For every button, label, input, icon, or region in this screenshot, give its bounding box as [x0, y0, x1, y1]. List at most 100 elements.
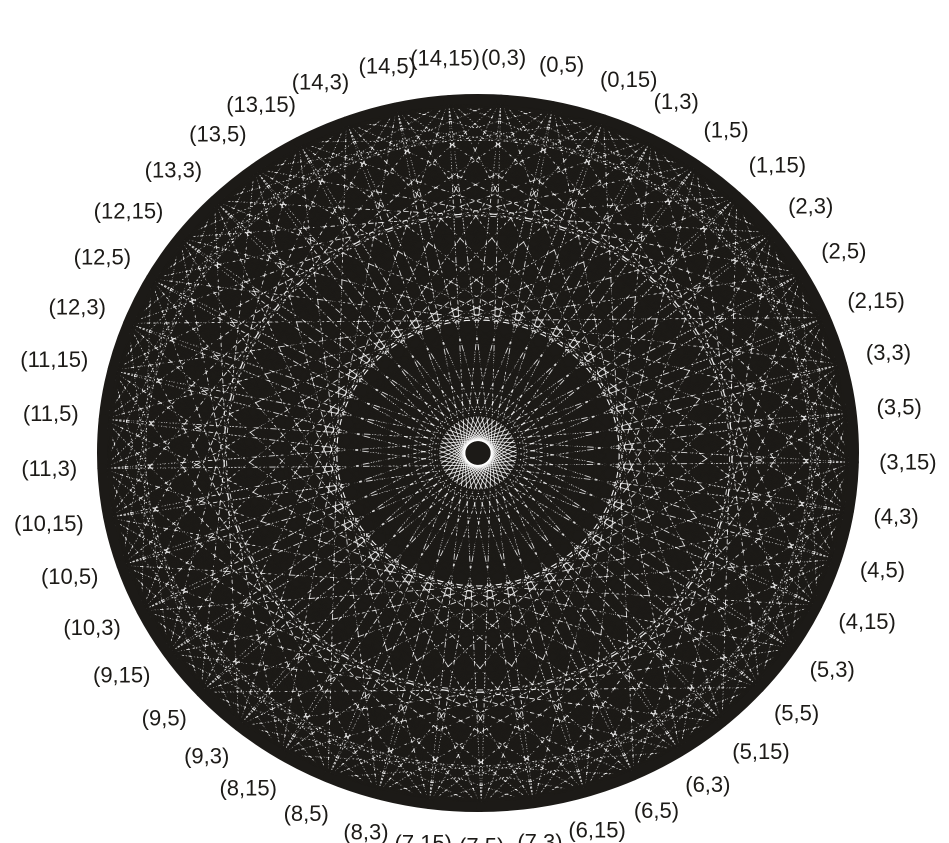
graph-node [163, 648, 174, 659]
edge [167, 164, 697, 654]
edge [214, 199, 826, 319]
edge-gap [141, 610, 681, 752]
node-label: (1,15) [749, 153, 806, 178]
edge [254, 167, 852, 414]
node-label: (2,3) [788, 193, 833, 218]
edge [254, 105, 554, 169]
edge [102, 316, 826, 469]
node-label: (1,3) [654, 89, 699, 114]
edge [396, 107, 761, 688]
edge-gap [633, 273, 803, 776]
graph-node [528, 798, 539, 809]
edge-gap [179, 237, 282, 755]
node-label: (4,15) [838, 609, 895, 634]
edge [448, 99, 826, 319]
edge [396, 106, 826, 319]
graph-node [341, 116, 352, 127]
node-label: (14,15) [410, 46, 480, 71]
edge-gap [167, 141, 300, 654]
graph-node [323, 772, 334, 783]
node-label: (10,5) [41, 564, 98, 589]
edge [345, 121, 792, 649]
edge-gap [150, 278, 329, 778]
edge [254, 168, 818, 606]
edge-gap [200, 687, 760, 693]
edge-gap [107, 99, 449, 518]
edge [298, 141, 818, 606]
edge-gap [150, 164, 697, 280]
graph-node [98, 414, 109, 425]
graph-node [796, 268, 807, 279]
graph-node [820, 312, 831, 323]
node-label: (13,3) [145, 157, 202, 182]
edge [179, 237, 837, 560]
edges [100, 98, 856, 809]
graph-node [391, 102, 402, 113]
edge-gap [121, 564, 635, 776]
node-label: (10,3) [63, 615, 120, 640]
edge-gap [448, 99, 855, 463]
node-label: (6,5) [634, 798, 679, 823]
edge [396, 107, 681, 752]
edge [448, 99, 697, 166]
graph-node [372, 789, 383, 800]
node-label: (13,15) [226, 92, 296, 117]
edge [447, 99, 681, 752]
edge-gap [103, 418, 482, 808]
graph-node [107, 365, 118, 376]
graph-node [443, 95, 454, 106]
edge-gap [533, 364, 843, 804]
node-label: (11,15) [20, 347, 88, 372]
edge [298, 141, 761, 688]
graph-node [848, 457, 859, 468]
edge-gap [500, 99, 850, 512]
edge [447, 99, 723, 723]
labels-layer: (0,3) (0,5) (0,15)(1,3)(1,5)(1,15) (2,3) (2,… [14, 45, 937, 843]
node-label: (8,3) [343, 819, 388, 843]
edge [396, 106, 697, 166]
graph-node [598, 114, 609, 125]
edge-gap [679, 232, 773, 752]
node-label: (7,5) [459, 834, 504, 843]
node-label: (12,3) [48, 294, 105, 319]
edge [345, 121, 723, 723]
edge [346, 120, 652, 140]
edge [448, 99, 652, 140]
edge [448, 99, 737, 197]
edge-gap [112, 118, 604, 371]
edge-gap [238, 647, 792, 727]
graph-node [145, 273, 156, 284]
graph-node [423, 798, 434, 809]
edge [448, 99, 838, 560]
edge [103, 363, 843, 420]
graph-node [136, 605, 147, 616]
edge [253, 168, 792, 649]
graph-node [628, 770, 639, 781]
node-label: (8,5) [284, 801, 329, 826]
edge [121, 232, 773, 566]
edge [254, 167, 837, 560]
edge-gap [327, 559, 837, 779]
edge [345, 120, 850, 512]
graph-node [579, 787, 590, 798]
edge [141, 195, 738, 612]
edge [214, 200, 850, 512]
graph-node [195, 687, 206, 698]
node-label: (9,15) [93, 663, 150, 688]
edge [448, 99, 818, 606]
node-label: (4,3) [873, 504, 918, 529]
edges-layer [97, 94, 859, 812]
node-label: (0,3) [481, 45, 526, 70]
graph-node [97, 463, 108, 474]
edge [254, 167, 843, 365]
graph-node [831, 554, 842, 565]
edge [447, 99, 635, 776]
graph-node [843, 506, 854, 517]
edge-gap [121, 107, 398, 566]
graph-node [691, 159, 702, 170]
graph-node [103, 512, 114, 523]
edge [298, 141, 843, 365]
graph-node [495, 94, 506, 105]
edge-gap [200, 168, 255, 693]
node-label: (9,5) [142, 706, 187, 731]
